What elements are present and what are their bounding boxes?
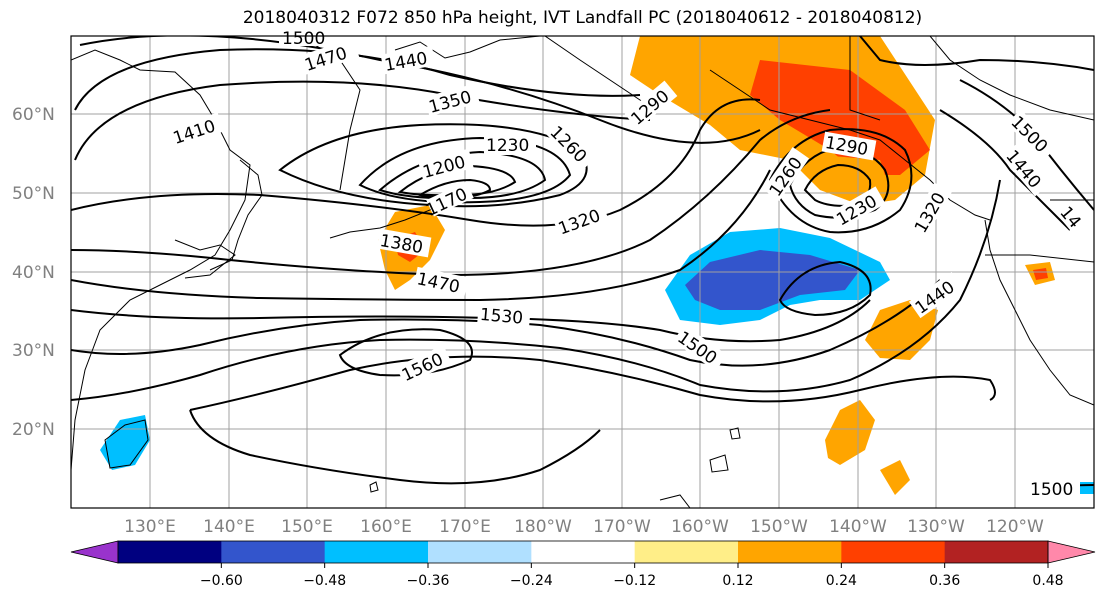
lat-label: 30°N bbox=[12, 341, 55, 361]
lon-label: 150°W bbox=[750, 517, 808, 537]
colorbar-segment bbox=[634, 541, 739, 563]
graticule bbox=[71, 36, 1094, 508]
height-contours bbox=[71, 36, 1094, 491]
lon-label: 130°E bbox=[124, 517, 176, 537]
coastlines bbox=[71, 36, 1094, 508]
colorbar-tick-label: 0.36 bbox=[929, 573, 960, 589]
lon-label: 130°W bbox=[907, 517, 965, 537]
latitude-labels: 60°N 50°N 40°N 30°N 20°N bbox=[12, 105, 55, 440]
contour-label: 1500 bbox=[1030, 480, 1073, 500]
lon-label: 180°W bbox=[514, 517, 572, 537]
map-frame bbox=[70, 35, 1095, 509]
colorbar-tick-label: −0.24 bbox=[510, 573, 553, 589]
colorbar-segment bbox=[428, 541, 532, 563]
colorbar-extend-high bbox=[1047, 540, 1096, 564]
colorbar-segment bbox=[531, 541, 636, 563]
contour-label: 1500 bbox=[282, 29, 325, 49]
contour-label: 1530 bbox=[479, 305, 524, 329]
map-title: 2018040312 F072 850 hPa height, IVT Land… bbox=[242, 8, 923, 28]
colorbar-tick-label: −0.48 bbox=[303, 573, 346, 589]
lat-label: 40°N bbox=[12, 263, 55, 283]
colorbar-segments bbox=[70, 540, 1096, 564]
lat-label: 60°N bbox=[12, 105, 55, 125]
lon-label: 170°E bbox=[439, 517, 491, 537]
colorbar-segment bbox=[118, 541, 222, 563]
colorbar-outline bbox=[117, 540, 1049, 564]
colorbar-tick-label: 0.48 bbox=[1032, 573, 1063, 589]
contour-label: 1230 bbox=[486, 136, 529, 156]
longitude-labels: 130°E 140°E 150°E 160°E 170°E 180°W 170°… bbox=[124, 517, 1044, 537]
lon-label: 160°E bbox=[360, 517, 412, 537]
colorbar-tick-label: 0.12 bbox=[722, 573, 753, 589]
colorbar-segment bbox=[841, 541, 946, 563]
lon-label: 170°W bbox=[593, 517, 651, 537]
colorbar-tick-label: −0.60 bbox=[200, 573, 243, 589]
colorbar-segment bbox=[324, 541, 429, 563]
anomaly-shading bbox=[100, 36, 1094, 495]
colorbar-segment bbox=[944, 541, 1049, 563]
colorbar-extend-low bbox=[70, 540, 119, 564]
colorbar-ticks: −0.60 −0.48 −0.36 −0.24 −0.12 0.12 0.24 0.36 0.4… bbox=[200, 563, 1064, 589]
lon-label: 150°E bbox=[281, 517, 333, 537]
colorbar-tick-label: −0.36 bbox=[407, 573, 450, 589]
lon-label: 140°W bbox=[829, 517, 887, 537]
lat-label: 20°N bbox=[12, 420, 55, 440]
lon-label: 160°W bbox=[671, 517, 729, 537]
colorbar-tick-label: 0.24 bbox=[826, 573, 857, 589]
colorbar: −0.60 −0.48 −0.36 −0.24 −0.12 0.12 0.24 0.36 0.4… bbox=[70, 540, 1096, 589]
colorbar-segment bbox=[221, 541, 326, 563]
colorbar-tick-label: −0.12 bbox=[613, 573, 656, 589]
lon-label: 120°W bbox=[986, 517, 1044, 537]
lon-label: 140°E bbox=[203, 517, 255, 537]
lat-label: 50°N bbox=[12, 184, 55, 204]
colorbar-segment bbox=[738, 541, 842, 563]
